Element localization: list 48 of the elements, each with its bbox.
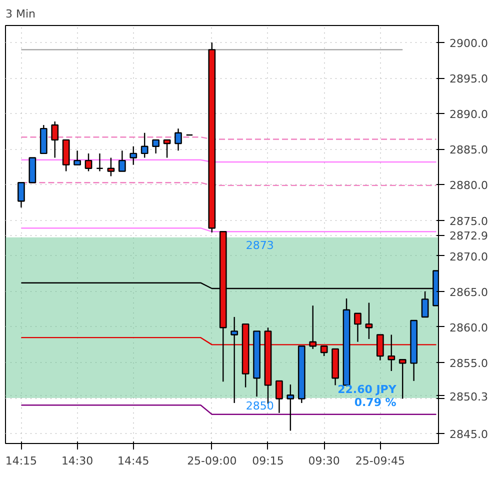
candlestick <box>286 384 294 432</box>
y-tick-label: 2900.0 <box>450 37 488 50</box>
y-tick-label: 2880.0 <box>450 179 488 192</box>
x-tick-label: 09:30 <box>308 454 340 468</box>
y-tick-label: 2845.0 <box>450 428 488 442</box>
y-tick-label: 2865.0 <box>450 286 488 299</box>
candlestick <box>174 128 182 152</box>
candlestick <box>130 146 138 166</box>
annotation: 2873 <box>246 238 274 252</box>
candlestick <box>230 316 238 404</box>
candlestick <box>51 120 59 158</box>
annotation: 22.60 JPY <box>338 383 398 396</box>
y-tick-label: 2875.0 <box>450 214 488 228</box>
x-tick-label: 09:15 <box>252 454 284 468</box>
x-tick-label: 25-09:45 <box>355 454 406 468</box>
chart-title: 3 Min <box>6 8 36 20</box>
candlestick <box>96 152 104 172</box>
candlestick <box>376 334 384 361</box>
y-tick-label: 2895.0 <box>450 72 488 86</box>
candlestick <box>152 139 160 154</box>
candlestick <box>388 334 396 372</box>
x-tick-label: 14:15 <box>5 454 38 468</box>
candlestick <box>118 150 126 172</box>
candlestick <box>354 312 362 342</box>
candlestick <box>276 380 283 414</box>
candlestick <box>421 290 429 318</box>
y-tick-label: 2855.0 <box>450 356 488 370</box>
y-tick-label: 2872.9 <box>450 230 488 243</box>
x-tick-label: 14:45 <box>118 454 150 468</box>
x-tick-label: 14:30 <box>61 454 94 468</box>
annotation: 0.79 % <box>354 396 396 409</box>
y-tick-label: 2850.3 <box>450 390 488 404</box>
annotation: 2850 <box>246 400 274 413</box>
candlestick <box>309 304 317 350</box>
candlestick <box>18 182 25 208</box>
y-tick-label: 2870.0 <box>450 250 488 264</box>
candlestick <box>84 152 92 172</box>
candlestick <box>320 346 328 357</box>
candlestick <box>107 157 115 177</box>
x-tick-label: 25-09:00 <box>187 454 237 468</box>
candlestick <box>163 139 171 158</box>
y-tick-label: 2885.0 <box>450 144 488 157</box>
y-tick-label: 2860.0 <box>450 321 488 334</box>
y-tick-label: 2890.0 <box>450 108 488 122</box>
candlestick <box>398 359 406 400</box>
candlestick <box>365 302 373 340</box>
candlestick <box>140 132 148 158</box>
candlestick <box>74 150 81 166</box>
